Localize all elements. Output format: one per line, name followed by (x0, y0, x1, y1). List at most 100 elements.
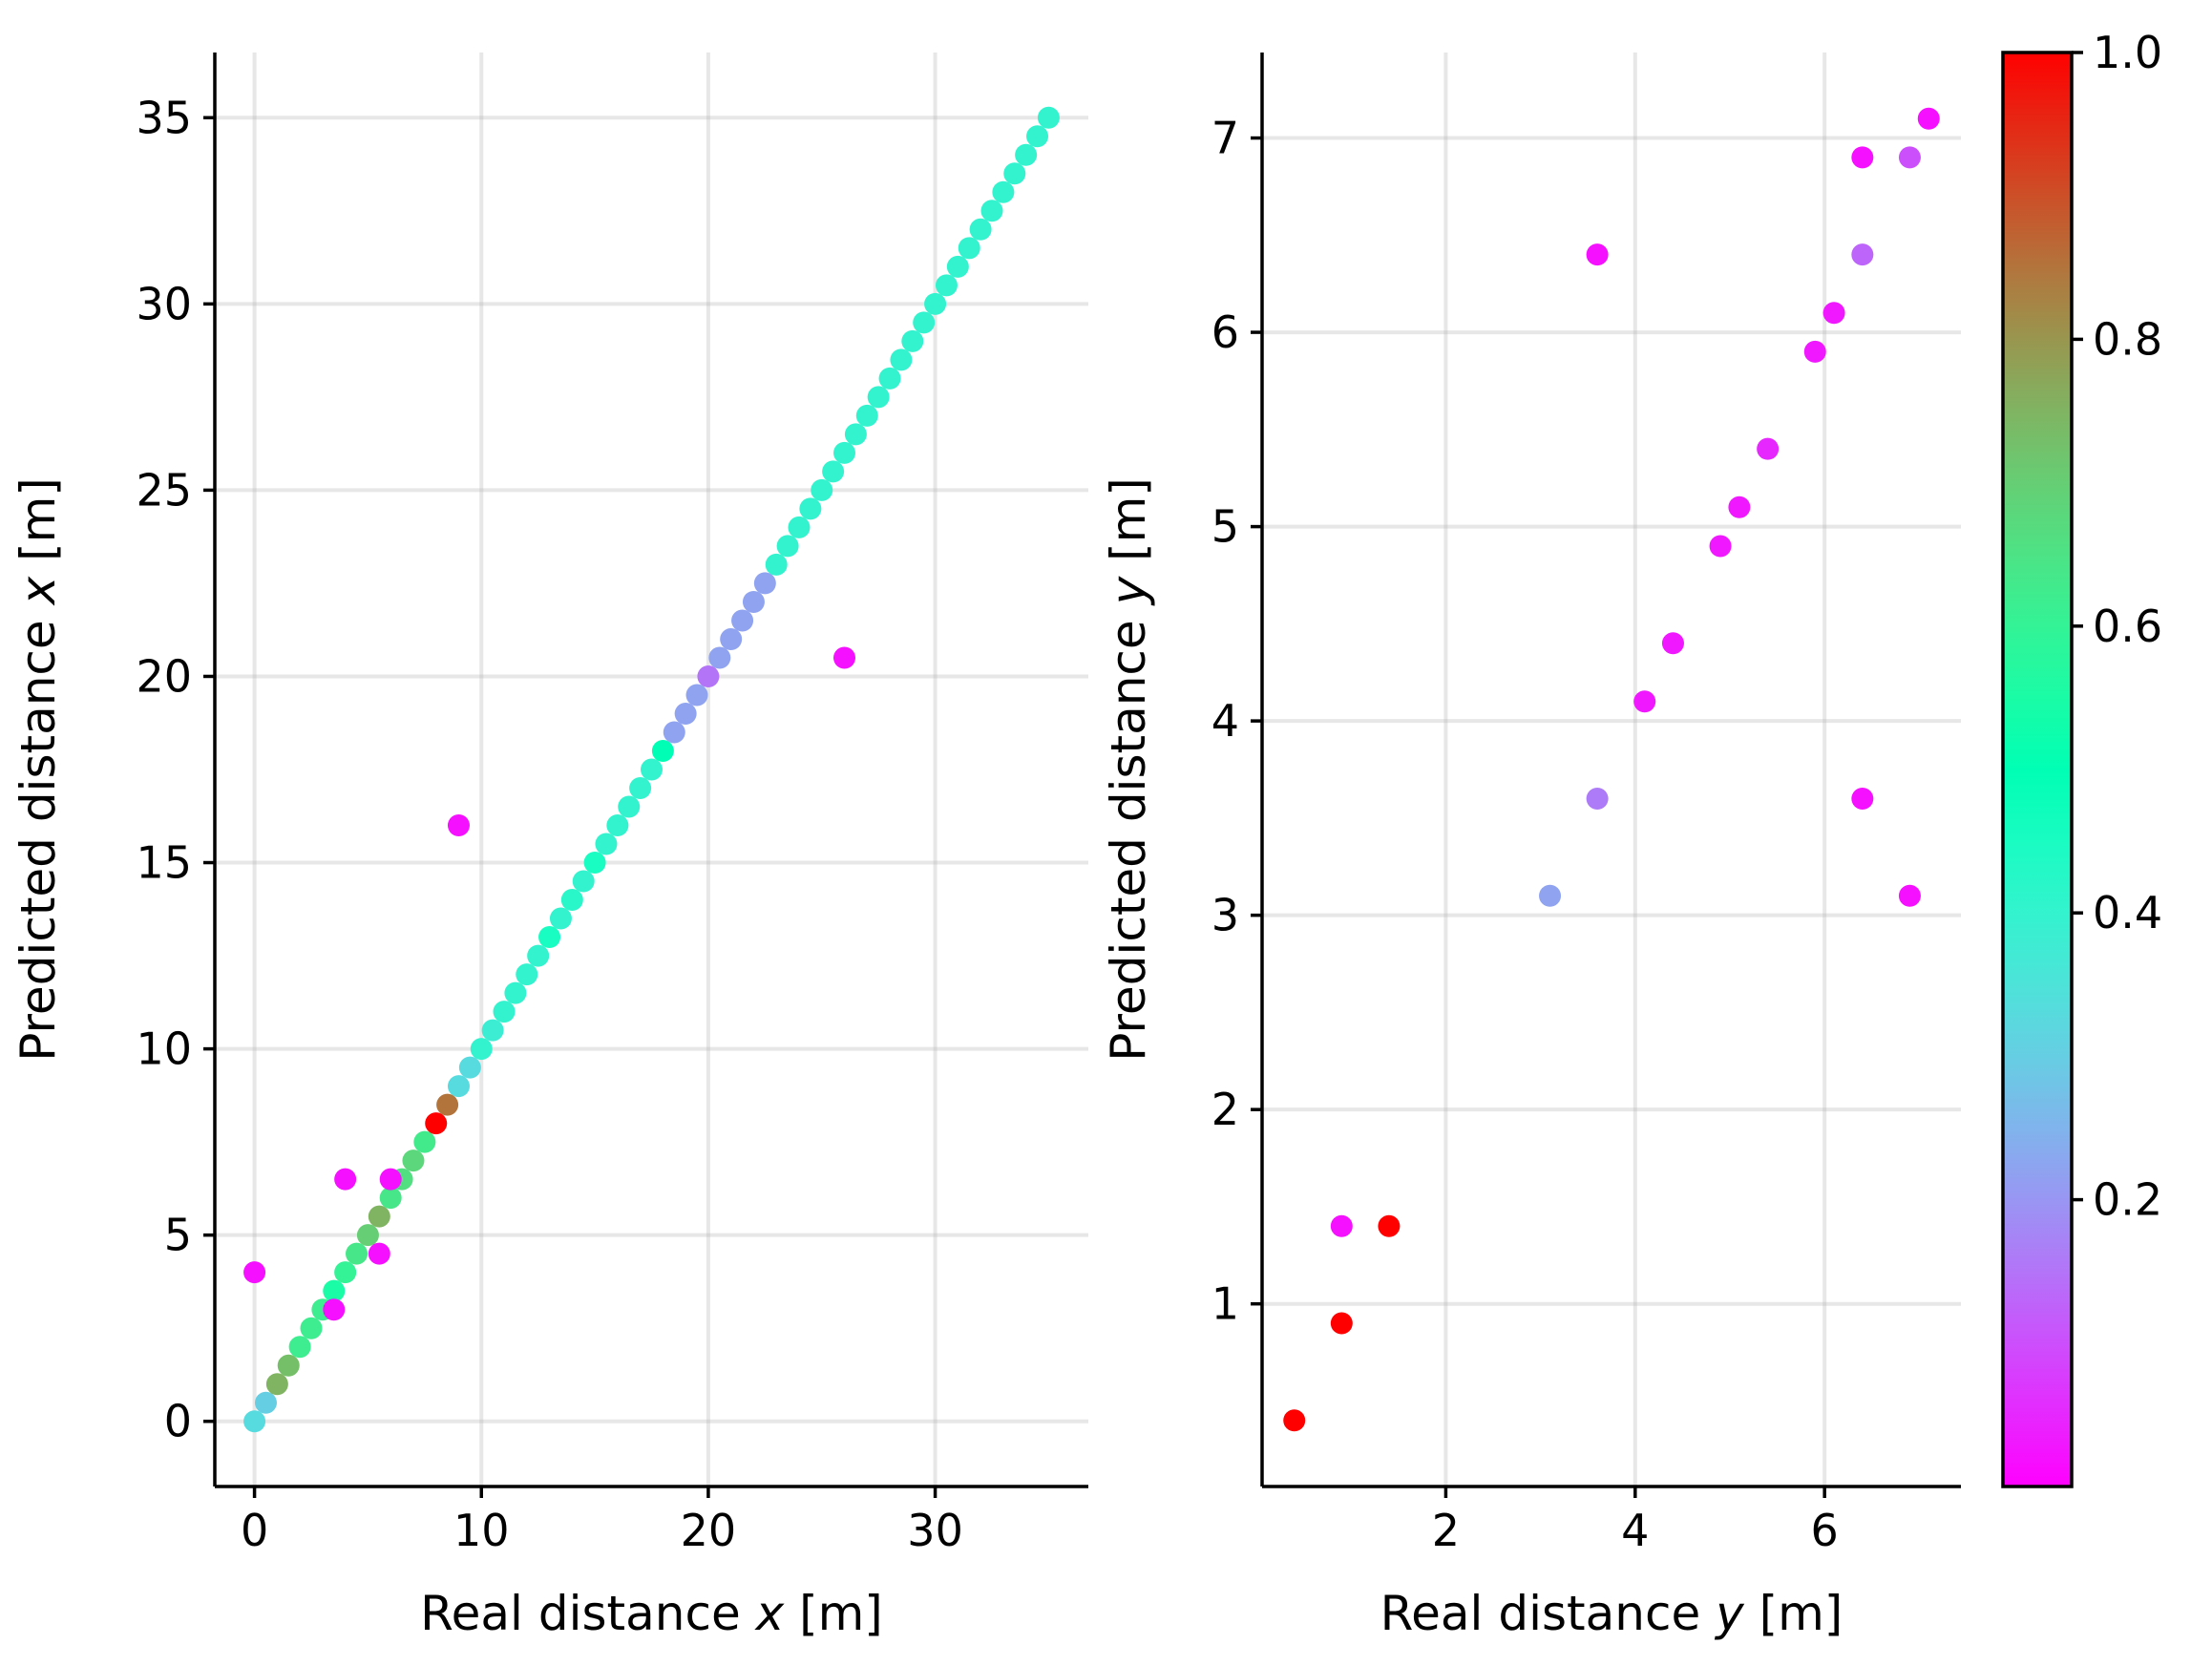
left-data-point (629, 777, 652, 800)
left-data-point (720, 627, 743, 650)
left-data-point (742, 590, 765, 613)
right-data-point (1898, 146, 1921, 169)
left-data-point (243, 1261, 266, 1284)
left-y-tick-label: 15 (136, 837, 192, 889)
right-data-point (1586, 788, 1609, 811)
right-y-tick-label: 1 (1211, 1278, 1239, 1330)
left-data-point (527, 944, 550, 967)
left-x-tick-label: 20 (681, 1505, 737, 1556)
left-data-point (855, 404, 878, 427)
left-data-point (254, 1391, 277, 1414)
left-data-point (447, 814, 470, 837)
left-data-point (436, 1093, 459, 1116)
left-data-point (685, 684, 708, 706)
left-data-point (277, 1354, 300, 1377)
left-data-point (516, 963, 538, 986)
left-y-tick-label: 25 (136, 464, 192, 516)
left-data-point (413, 1130, 436, 1153)
left-data-point (583, 852, 606, 875)
left-data-point (288, 1336, 311, 1359)
colorbar: 0.2 0.4 0.6 0.8 1.0 (2001, 27, 2162, 1488)
left-x-axis-label: Real distance x [m] (420, 1586, 883, 1641)
left-data-point (379, 1187, 402, 1210)
left-x-tick-label: 10 (453, 1505, 510, 1556)
left-data-point (969, 218, 992, 241)
left-data-point (560, 889, 583, 912)
right-data-point (1539, 884, 1562, 907)
left-data-point (334, 1261, 357, 1284)
right-data-point (1851, 243, 1874, 266)
colorbar-tick-label: 0.8 (2093, 313, 2162, 365)
right-y-tick-label: 2 (1211, 1084, 1239, 1135)
left-y-tick-label: 20 (136, 650, 192, 702)
left-data-point (811, 478, 833, 501)
left-data-point (595, 833, 618, 855)
left-data-point (368, 1242, 390, 1265)
left-data-point (265, 1373, 288, 1396)
left-data-point (697, 664, 720, 687)
right-x-axis-label: Real distance y [m] (1380, 1586, 1843, 1641)
left-data-point (1026, 125, 1049, 148)
right-x-tick-label: 6 (1811, 1505, 1839, 1556)
right-data-point (1803, 340, 1826, 363)
right-data-point (1728, 496, 1751, 518)
right-y-axis-label: Predicted distance y [m] (1101, 477, 1156, 1062)
left-data-point (1037, 106, 1060, 129)
right-y-tick-label: 4 (1211, 695, 1239, 747)
left-data-point (663, 721, 685, 744)
left-y-tick-label: 35 (136, 92, 192, 143)
right-y-tick-label: 3 (1211, 890, 1239, 941)
left-data-point (538, 926, 561, 949)
left-y-tick-label: 10 (136, 1023, 192, 1075)
right-scatter-plot: 2 4 6 1 2 3 4 5 6 7 Real distance y [m] Predicted d… (1101, 53, 1961, 1641)
right-y-tick-label: 5 (1211, 501, 1239, 553)
left-data-point (980, 200, 1003, 222)
left-data-point (346, 1242, 369, 1265)
right-data-point (1851, 146, 1874, 169)
left-data-point (958, 237, 980, 260)
left-data-point (946, 255, 969, 278)
left-data-point (323, 1279, 346, 1302)
colorbar-tick-label: 0.6 (2093, 601, 2162, 652)
left-data-point (1015, 143, 1038, 166)
right-data-point (1378, 1214, 1401, 1237)
left-data-point (481, 1019, 504, 1042)
left-y-tick-label: 0 (164, 1396, 192, 1447)
left-data-point (913, 311, 936, 334)
right-data-point (1898, 884, 1921, 907)
left-data-point (300, 1317, 323, 1339)
left-scatter-plot: 0 10 20 30 0 5 10 15 20 25 30 35 Real distance x [m]… (11, 53, 1088, 1641)
right-data-point (1283, 1409, 1306, 1432)
left-data-point (402, 1149, 425, 1172)
left-data-point (1003, 162, 1026, 185)
left-x-tick-label: 30 (907, 1505, 963, 1556)
left-data-point (878, 367, 901, 390)
right-data-point (1633, 690, 1656, 713)
right-data-point (1709, 535, 1732, 558)
right-y-tick-label: 7 (1211, 113, 1239, 164)
right-data-point (1851, 788, 1874, 811)
right-data-point (1822, 302, 1845, 325)
left-data-point (708, 646, 731, 669)
left-data-point (470, 1038, 493, 1061)
left-y-tick-label: 5 (164, 1210, 192, 1261)
right-data-point (1917, 107, 1940, 130)
left-data-point (447, 1075, 470, 1098)
right-y-tick-label: 6 (1211, 306, 1239, 358)
left-data-point (833, 441, 856, 464)
left-data-point (425, 1112, 448, 1135)
right-data-point (1661, 632, 1684, 655)
colorbar-tick-label: 0.4 (2093, 887, 2162, 938)
left-data-point (334, 1168, 357, 1191)
left-y-axis-label: Predicted distance x [m] (11, 477, 66, 1062)
right-data-point (1757, 437, 1780, 460)
left-data-point (788, 516, 811, 538)
left-data-point (641, 758, 663, 781)
left-data-point (674, 702, 697, 725)
left-data-point (368, 1205, 390, 1228)
left-data-point (765, 553, 788, 576)
left-data-point (323, 1298, 346, 1321)
colorbar-tick-label: 0.2 (2093, 1174, 2162, 1226)
left-data-point (493, 1001, 516, 1023)
